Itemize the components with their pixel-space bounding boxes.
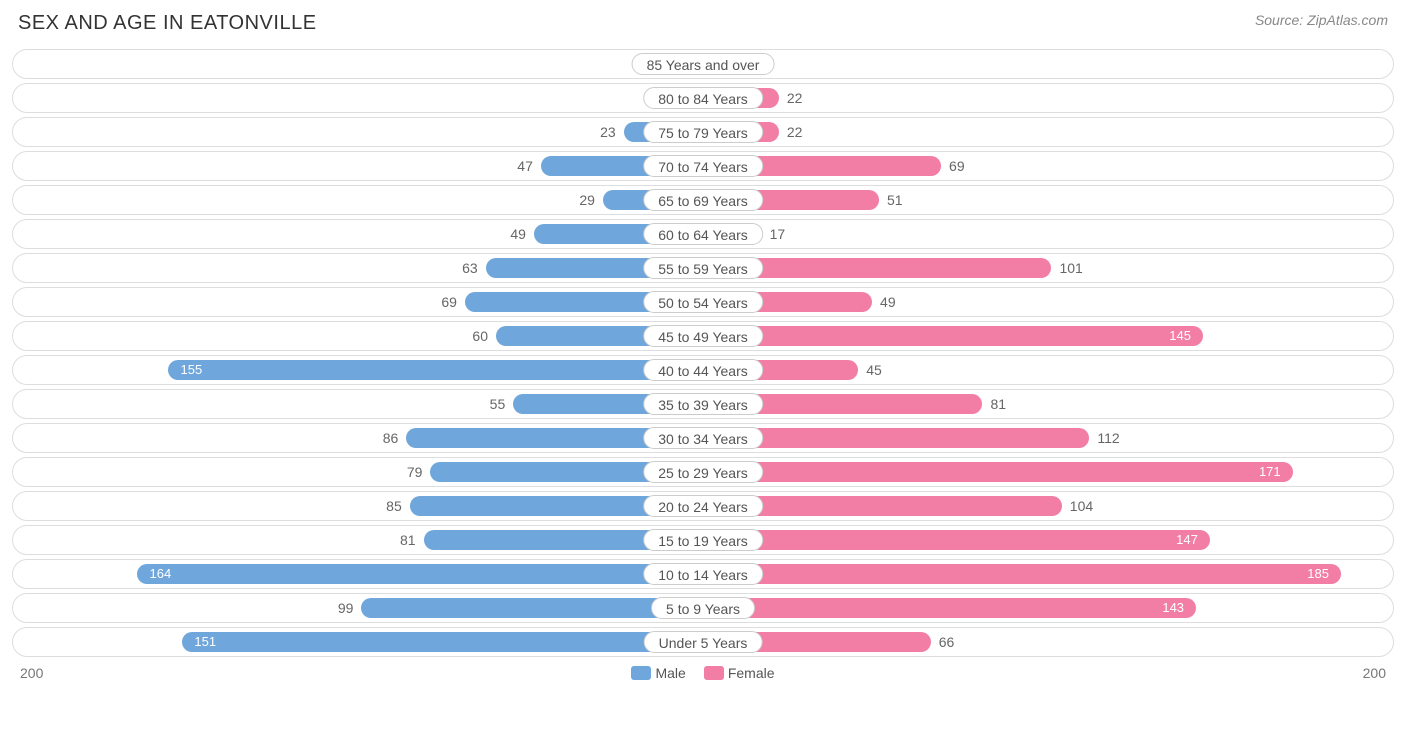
male-value: 86: [383, 424, 399, 452]
female-value: 112: [1097, 424, 1119, 452]
female-value: 171: [1259, 458, 1281, 486]
female-value: 143: [1162, 594, 1184, 622]
female-bar: [703, 462, 1293, 482]
male-value: 155: [181, 356, 203, 384]
female-value: 51: [887, 186, 903, 214]
age-row: 155 45 40 to 44 Years: [12, 355, 1394, 385]
age-category-label: 25 to 29 Years: [643, 461, 763, 483]
legend-female: Female: [704, 665, 775, 681]
age-row: 99 143 5 to 9 Years: [12, 593, 1394, 623]
chart-source: Source: ZipAtlas.com: [1255, 12, 1388, 28]
age-row: 23 22 75 to 79 Years: [12, 117, 1394, 147]
female-value: 22: [787, 84, 803, 112]
legend-male-label: Male: [655, 665, 685, 681]
age-row: 69 49 50 to 54 Years: [12, 287, 1394, 317]
female-value: 45: [866, 356, 882, 384]
chart-footer: 200 Male Female 200: [10, 661, 1396, 681]
legend-male: Male: [631, 665, 685, 681]
male-value: 60: [472, 322, 488, 350]
male-bar: [137, 564, 703, 584]
male-value: 23: [600, 118, 616, 146]
age-category-label: 40 to 44 Years: [643, 359, 763, 381]
female-value: 101: [1059, 254, 1082, 282]
age-category-label: 60 to 64 Years: [643, 223, 763, 245]
age-row: 164 185 10 to 14 Years: [12, 559, 1394, 589]
age-category-label: 30 to 34 Years: [643, 427, 763, 449]
male-value: 47: [517, 152, 533, 180]
male-value: 79: [407, 458, 423, 486]
axis-right-max: 200: [1363, 665, 1386, 681]
age-category-label: 45 to 49 Years: [643, 325, 763, 347]
female-value: 49: [880, 288, 896, 316]
male-bar: [182, 632, 703, 652]
male-value: 55: [490, 390, 506, 418]
age-category-label: Under 5 Years: [644, 631, 763, 653]
female-bar: [703, 326, 1203, 346]
axis-left-max: 200: [20, 665, 43, 681]
age-row: 151 66 Under 5 Years: [12, 627, 1394, 657]
chart-header: SEX AND AGE IN EATONVILLE Source: ZipAtl…: [10, 12, 1396, 45]
male-value: 85: [386, 492, 402, 520]
age-category-label: 75 to 79 Years: [643, 121, 763, 143]
age-row: 12585 Years and over: [12, 49, 1394, 79]
male-value: 69: [441, 288, 457, 316]
age-category-label: 55 to 59 Years: [643, 257, 763, 279]
age-row: 79 171 25 to 29 Years: [12, 457, 1394, 487]
female-value: 22: [787, 118, 803, 146]
population-pyramid: 12585 Years and over32280 to 84 Years232…: [10, 49, 1396, 657]
age-category-label: 80 to 84 Years: [643, 87, 763, 109]
age-row: 29 51 65 to 69 Years: [12, 185, 1394, 215]
age-category-label: 15 to 19 Years: [643, 529, 763, 551]
age-category-label: 70 to 74 Years: [643, 155, 763, 177]
male-bar: [168, 360, 703, 380]
female-bar: [703, 598, 1196, 618]
age-row: 85 104 20 to 24 Years: [12, 491, 1394, 521]
legend: Male Female: [631, 665, 774, 681]
age-row: 63 101 55 to 59 Years: [12, 253, 1394, 283]
male-value: 164: [150, 560, 172, 588]
female-value: 69: [949, 152, 965, 180]
female-value: 66: [939, 628, 955, 656]
age-category-label: 5 to 9 Years: [651, 597, 755, 619]
age-category-label: 65 to 69 Years: [643, 189, 763, 211]
chart-title: SEX AND AGE IN EATONVILLE: [18, 12, 317, 35]
age-row: 47 69 70 to 74 Years: [12, 151, 1394, 181]
male-value: 99: [338, 594, 354, 622]
female-bar: [703, 530, 1210, 550]
age-row: 86 112 30 to 34 Years: [12, 423, 1394, 453]
legend-female-label: Female: [728, 665, 775, 681]
female-value: 185: [1307, 560, 1329, 588]
age-row: 60 145 45 to 49 Years: [12, 321, 1394, 351]
female-value: 81: [990, 390, 1006, 418]
age-category-label: 10 to 14 Years: [643, 563, 763, 585]
male-value: 151: [194, 628, 216, 656]
male-value: 29: [579, 186, 595, 214]
female-value: 145: [1169, 322, 1191, 350]
age-row: 55 81 35 to 39 Years: [12, 389, 1394, 419]
male-value: 81: [400, 526, 416, 554]
male-value: 49: [510, 220, 526, 248]
age-category-label: 35 to 39 Years: [643, 393, 763, 415]
age-row: 49 17 60 to 64 Years: [12, 219, 1394, 249]
legend-male-swatch: [631, 666, 651, 680]
age-row: 81 147 15 to 19 Years: [12, 525, 1394, 555]
age-category-label: 20 to 24 Years: [643, 495, 763, 517]
male-value: 63: [462, 254, 478, 282]
female-value: 147: [1176, 526, 1198, 554]
legend-female-swatch: [704, 666, 724, 680]
age-category-label: 50 to 54 Years: [643, 291, 763, 313]
age-category-label: 85 Years and over: [632, 53, 775, 75]
female-bar: [703, 564, 1341, 584]
female-value: 104: [1070, 492, 1093, 520]
age-row: 32280 to 84 Years: [12, 83, 1394, 113]
female-value: 17: [770, 220, 786, 248]
